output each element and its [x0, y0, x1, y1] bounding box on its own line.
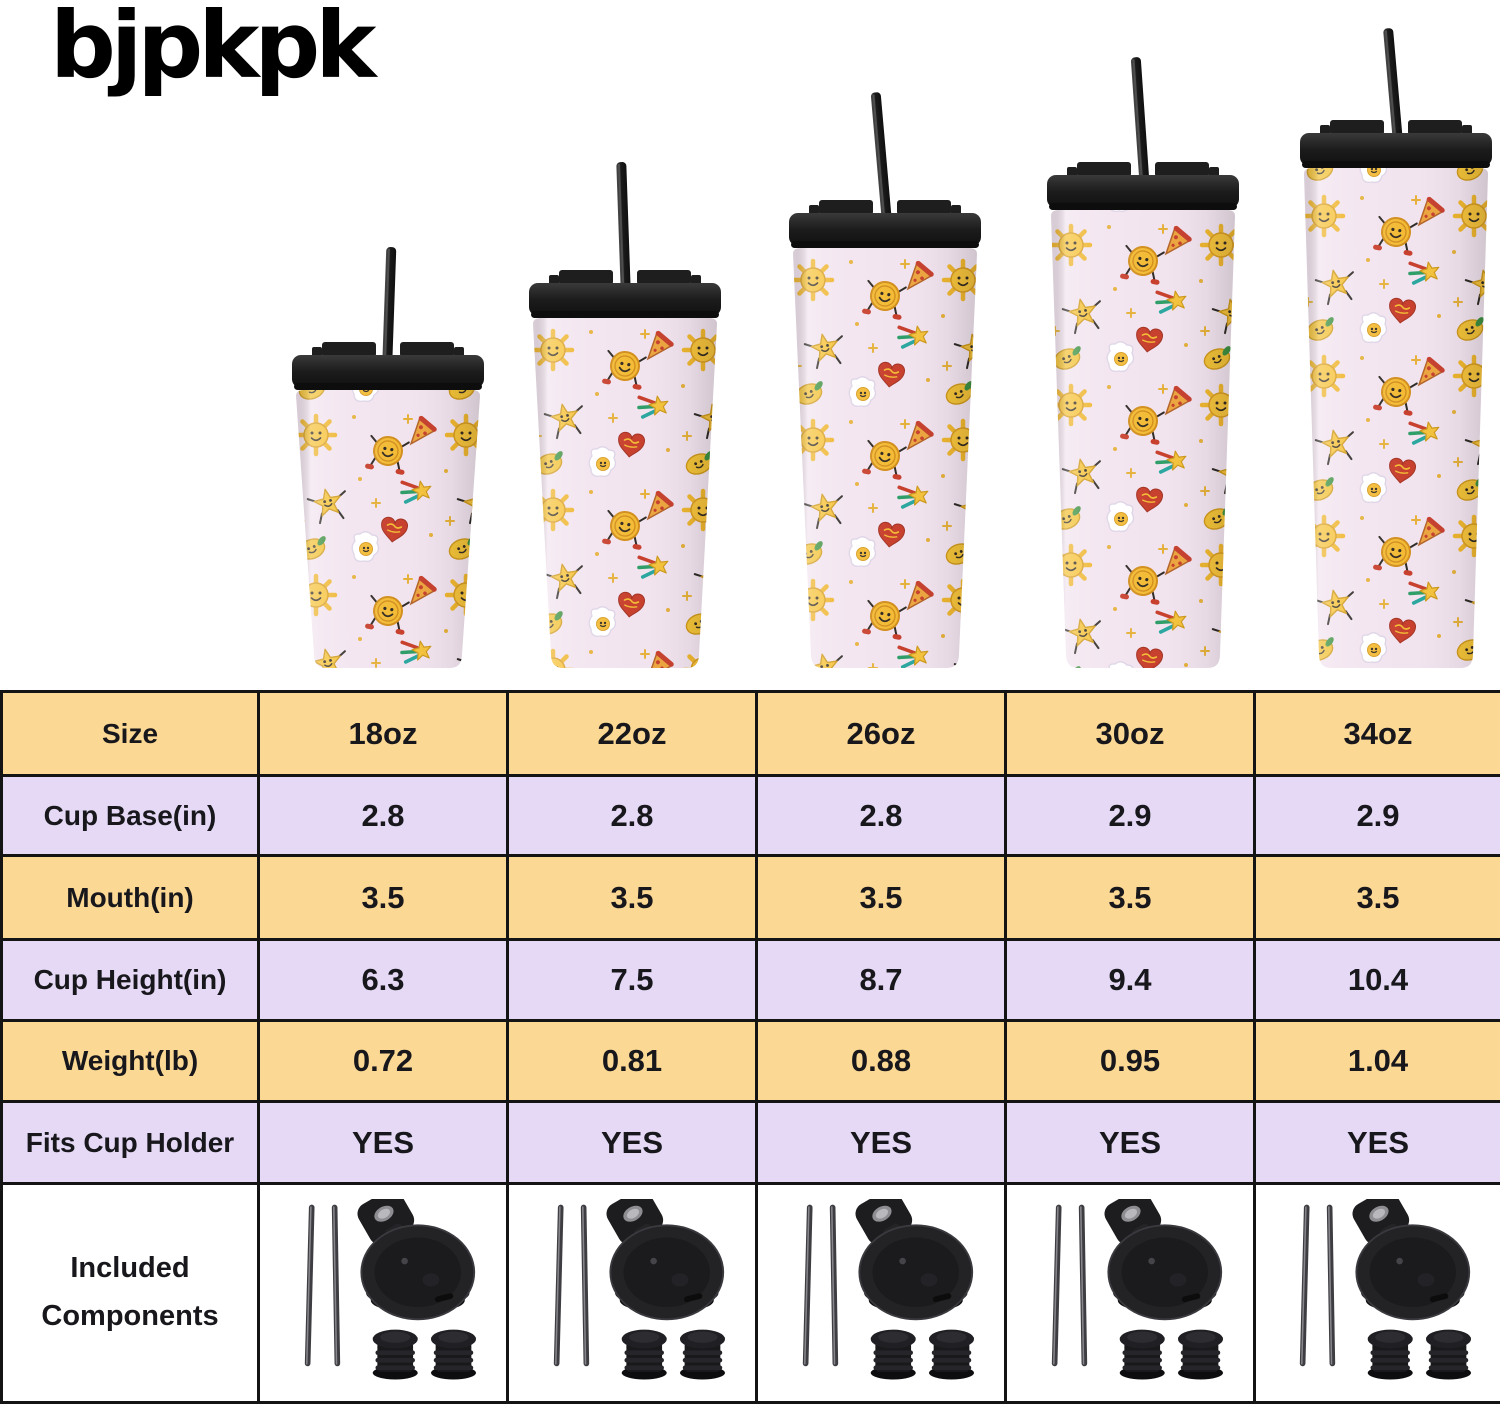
- cup-body: [793, 248, 977, 668]
- spec-col-header: 22oz: [506, 690, 758, 777]
- spec-value-cell: 1.04: [1253, 1019, 1500, 1103]
- spec-components-cell: [755, 1182, 1007, 1404]
- spec-value-cell: 2.9: [1253, 774, 1500, 857]
- tumbler-26oz: [789, 92, 981, 668]
- spec-row-label: Cup Base(in): [0, 774, 260, 857]
- tumbler-34oz: [1300, 28, 1492, 668]
- spec-value-cell: 8.7: [755, 938, 1007, 1022]
- spec-value-cell: 2.8: [755, 774, 1007, 857]
- spec-value-cell: 2.9: [1004, 774, 1256, 857]
- lid-icon: [789, 200, 981, 248]
- spec-value-cell: YES: [506, 1100, 758, 1185]
- spec-row-label: Size: [0, 690, 260, 777]
- spec-row-label: Cup Height(in): [0, 938, 260, 1022]
- lid-icon: [292, 342, 484, 390]
- table-row-mouth: Mouth(in) 3.5 3.5 3.5 3.5 3.5: [0, 854, 1500, 941]
- spec-col-header: 34oz: [1253, 690, 1500, 777]
- spec-value-cell: 0.81: [506, 1019, 758, 1103]
- spec-value-cell: 6.3: [257, 938, 509, 1022]
- spec-row-label: Weight(lb): [0, 1019, 260, 1103]
- straw-icon: [1130, 57, 1150, 185]
- spec-components-cell: [257, 1182, 509, 1404]
- lid-icon: [1300, 120, 1492, 168]
- spec-value-cell: 0.72: [257, 1019, 509, 1103]
- straw-icon: [870, 92, 892, 223]
- spec-value-cell: 3.5: [1004, 854, 1256, 941]
- table-row-weight: Weight(lb) 0.72 0.81 0.88 0.95 1.04: [0, 1019, 1500, 1103]
- spec-value-cell: 3.5: [1253, 854, 1500, 941]
- table-row-fits-cup-holder: Fits Cup Holder YES YES YES YES YES: [0, 1100, 1500, 1185]
- cup-body: [1304, 168, 1488, 668]
- spec-value-cell: 7.5: [506, 938, 758, 1022]
- spec-value-cell: 3.5: [755, 854, 1007, 941]
- spec-value-cell: 2.8: [257, 774, 509, 857]
- cup-body: [1051, 210, 1235, 668]
- brand-logo: bjpkpk: [50, 0, 376, 99]
- lid-icon: [529, 270, 721, 318]
- included-components-icon: [772, 1199, 990, 1387]
- spec-value-cell: 9.4: [1004, 938, 1256, 1022]
- tumbler-30oz: [1047, 57, 1239, 668]
- included-components-icon: [1269, 1199, 1487, 1387]
- spec-row-label: Included Components: [0, 1182, 260, 1404]
- spec-value-cell: YES: [1253, 1100, 1500, 1185]
- tumbler-18oz: [292, 247, 484, 668]
- spec-value-cell: 3.5: [506, 854, 758, 941]
- tumbler-22oz: [529, 162, 721, 668]
- spec-components-cell: [1004, 1182, 1256, 1404]
- spec-col-header: 30oz: [1004, 690, 1256, 777]
- included-components-icon: [274, 1199, 492, 1387]
- spec-value-cell: 0.88: [755, 1019, 1007, 1103]
- spec-value-cell: 0.95: [1004, 1019, 1256, 1103]
- spec-components-cell: [1253, 1182, 1500, 1404]
- spec-value-cell: YES: [755, 1100, 1007, 1185]
- included-components-icon: [523, 1199, 741, 1387]
- spec-table: Size 18oz 22oz 26oz 30oz 34oz Cup Base(i…: [0, 690, 1500, 1404]
- straw-icon: [1383, 28, 1403, 143]
- included-components-icon: [1021, 1199, 1239, 1387]
- lid-icon: [1047, 162, 1239, 210]
- table-row-size: Size 18oz 22oz 26oz 30oz 34oz: [0, 690, 1500, 777]
- table-row-cup-base: Cup Base(in) 2.8 2.8 2.8 2.9 2.9: [0, 774, 1500, 857]
- spec-value-cell: 10.4: [1253, 938, 1500, 1022]
- straw-icon: [616, 162, 631, 293]
- cup-body: [533, 318, 717, 668]
- spec-col-header: 18oz: [257, 690, 509, 777]
- cup-body: [296, 390, 480, 668]
- table-row-cup-height: Cup Height(in) 6.3 7.5 8.7 9.4 10.4: [0, 938, 1500, 1022]
- spec-value-cell: YES: [1004, 1100, 1256, 1185]
- spec-components-cell: [506, 1182, 758, 1404]
- table-row-included-components: Included Components: [0, 1182, 1500, 1404]
- spec-value-cell: YES: [257, 1100, 509, 1185]
- spec-value-cell: 3.5: [257, 854, 509, 941]
- straw-icon: [382, 247, 397, 365]
- spec-row-label: Fits Cup Holder: [0, 1100, 260, 1185]
- spec-col-header: 26oz: [755, 690, 1007, 777]
- spec-row-label: Mouth(in): [0, 854, 260, 941]
- spec-value-cell: 2.8: [506, 774, 758, 857]
